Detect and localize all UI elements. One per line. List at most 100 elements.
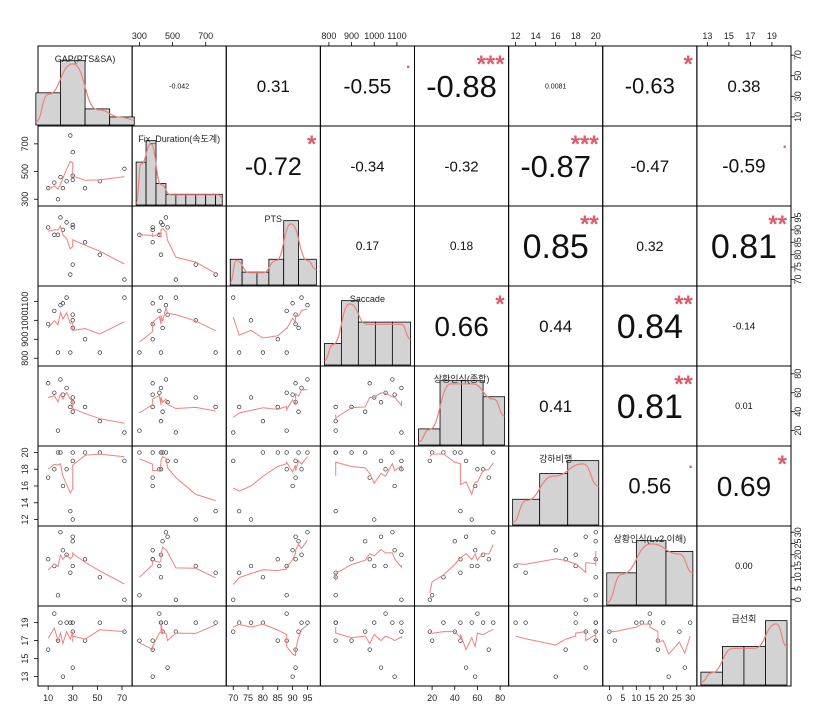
y-tick-label: 14: [20, 498, 30, 508]
variable-name: GAP(PTS&SA): [55, 54, 116, 64]
scatter-point: [260, 419, 266, 424]
scatter-point: [173, 597, 179, 602]
x-tick-label: 17: [745, 31, 755, 41]
smooth-line: [429, 628, 494, 651]
scatter-point: [293, 665, 298, 670]
scatter-point: [64, 220, 69, 225]
histogram-bar: [109, 116, 135, 126]
x-tick-label: 800: [321, 31, 336, 41]
scatter-point: [150, 450, 155, 455]
scatter-point: [399, 458, 404, 464]
scatter-point: [593, 575, 598, 580]
scatter-point: [583, 534, 588, 539]
smooth-line: [609, 623, 691, 656]
panel-frame: [37, 365, 133, 447]
y-tick-label: 10: [793, 112, 803, 122]
scatter-point: [55, 638, 61, 643]
histogram-bar: [205, 193, 217, 206]
scatter-point: [248, 517, 254, 522]
scatter-point: [122, 597, 127, 602]
scatter-point: [367, 647, 372, 652]
scatter-point: [296, 325, 301, 331]
scatter-point: [378, 534, 384, 539]
x-tick-label: 15: [724, 31, 734, 41]
smooth-line: [429, 544, 494, 594]
scatter-point: [383, 611, 388, 616]
y-tick-label: 5: [793, 586, 803, 591]
scatter-point: [333, 638, 338, 643]
smooth-line: [47, 552, 125, 585]
scatter-point: [82, 450, 88, 455]
scatter-point: [55, 350, 61, 355]
scatter-point: [441, 620, 446, 625]
x-tick-label: 16: [551, 31, 561, 41]
smooth-line: [232, 456, 308, 492]
scatter-point: [68, 272, 73, 277]
scatter-point: [688, 620, 693, 625]
y-tick-label: 90: [793, 225, 803, 235]
x-tick-label: 1000: [364, 31, 384, 41]
scatter-point: [296, 629, 301, 634]
scatter-point: [290, 674, 295, 679]
correlation-value: 0.41: [539, 397, 572, 416]
scatter-point: [82, 186, 88, 191]
x-tick-label: 95: [302, 693, 312, 703]
scatter-point: [612, 638, 617, 643]
y-tick-label: 17: [20, 636, 30, 646]
variable-name: PTS: [265, 214, 283, 224]
scatter-point: [173, 295, 179, 300]
histogram-bar: [391, 321, 411, 366]
scatter-point: [427, 597, 432, 602]
scatter-point: [160, 450, 165, 455]
y-tick-label: 80: [793, 369, 803, 379]
scatter-point: [60, 483, 66, 489]
significance-stars: **: [580, 211, 599, 238]
scatter-point: [473, 674, 478, 679]
scatter-point: [275, 337, 280, 342]
scatter-point: [150, 483, 155, 489]
smooth-line: [139, 306, 216, 343]
smooth-line: [515, 630, 597, 646]
correlation-value: 0.66: [434, 311, 489, 342]
scatter-point: [237, 508, 242, 514]
scatter-point: [122, 277, 127, 282]
scatter-point: [248, 395, 254, 400]
y-tick-label: 70: [793, 275, 803, 285]
scatter-point: [60, 674, 66, 679]
scatter-point: [392, 548, 397, 553]
scatter-point: [390, 530, 395, 535]
scatter-point: [213, 350, 218, 355]
scatter-point: [46, 321, 51, 327]
scatter-point: [463, 534, 469, 539]
histogram-bar: [418, 428, 441, 446]
y-tick-label: 20: [793, 426, 803, 436]
scatter-point: [378, 665, 384, 670]
panel-frame: [414, 525, 510, 607]
correlation-value: 0.0081: [545, 83, 567, 90]
x-tick-label: 20: [591, 31, 601, 41]
significance-stars: **: [674, 371, 693, 398]
scatter-point: [284, 350, 289, 355]
scatter-point: [553, 548, 558, 553]
scatter-point: [593, 593, 598, 598]
scatter-point: [248, 620, 254, 625]
histogram-bar: [185, 193, 197, 206]
scatter-point: [486, 475, 491, 480]
scatter-point: [333, 508, 338, 514]
histogram-bar: [283, 220, 299, 286]
histogram-bar: [256, 271, 270, 286]
correlation-value: 0.31: [257, 77, 290, 96]
significance-stars: **: [674, 291, 693, 318]
density-curve: [418, 383, 505, 443]
x-tick-label: 40: [450, 693, 460, 703]
scatter-point: [52, 308, 57, 313]
scatter-point: [563, 557, 568, 562]
scatter-point: [491, 450, 496, 455]
histogram-bar: [567, 460, 600, 526]
histogram-bar: [241, 271, 258, 286]
scatter-point: [480, 620, 486, 625]
scatter-point: [231, 295, 236, 300]
y-tick-label: 10: [793, 572, 803, 582]
scatter-point: [137, 450, 142, 455]
